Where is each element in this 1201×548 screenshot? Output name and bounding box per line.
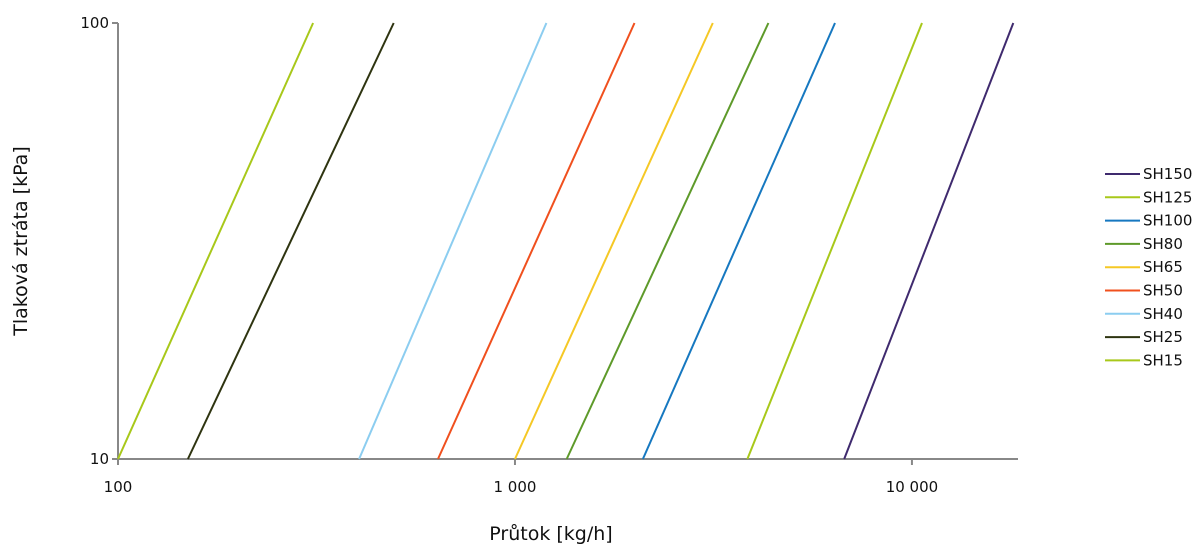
x-tick-label: 100 bbox=[104, 478, 133, 496]
x-tick-label: 1 000 bbox=[493, 478, 536, 496]
x-axis-ticks: 100 1 000 10 000 bbox=[104, 459, 939, 496]
legend-item: SH65 bbox=[1105, 258, 1183, 276]
series-line-sh40 bbox=[358, 22, 548, 460]
legend-item: SH25 bbox=[1105, 328, 1183, 346]
y-tick-label: 100 bbox=[80, 14, 109, 32]
legend-item: SH40 bbox=[1105, 305, 1183, 323]
legend-item: SH100 bbox=[1105, 212, 1192, 230]
series-line-sh15 bbox=[117, 22, 315, 460]
legend-label: SH50 bbox=[1143, 282, 1183, 300]
legend-label: SH40 bbox=[1143, 305, 1183, 323]
legend-label: SH150 bbox=[1143, 165, 1192, 183]
legend: SH150 SH125 SH100 SH80 SH65 SH50 SH40 SH25 SH15 bbox=[1105, 165, 1192, 369]
legend-label: SH100 bbox=[1143, 212, 1192, 230]
legend-item: SH150 bbox=[1105, 165, 1192, 183]
y-axis-title: Tlaková ztráta [kPa] bbox=[10, 146, 32, 337]
legend-label: SH80 bbox=[1143, 235, 1183, 253]
series-line-sh65 bbox=[514, 22, 714, 460]
series-line-sh25 bbox=[186, 22, 395, 460]
legend-label: SH65 bbox=[1143, 258, 1183, 276]
legend-item: SH125 bbox=[1105, 188, 1192, 206]
legend-item: SH50 bbox=[1105, 282, 1183, 300]
series-line-sh100 bbox=[641, 22, 836, 460]
series-line-sh50 bbox=[437, 22, 636, 460]
y-axis-ticks: 10 100 bbox=[80, 14, 118, 468]
legend-label: SH15 bbox=[1143, 351, 1183, 369]
series-line-sh125 bbox=[746, 22, 923, 460]
legend-item: SH80 bbox=[1105, 235, 1183, 253]
x-tick-label: 10 000 bbox=[886, 478, 939, 496]
x-axis-title: Průtok [kg/h] bbox=[489, 523, 612, 545]
legend-label: SH25 bbox=[1143, 328, 1183, 346]
legend-item: SH15 bbox=[1105, 351, 1183, 369]
series-lines bbox=[117, 22, 1015, 460]
series-line-sh150 bbox=[843, 22, 1015, 460]
legend-label: SH125 bbox=[1143, 188, 1192, 206]
plot-area bbox=[117, 23, 1018, 460]
y-tick-label: 10 bbox=[90, 450, 109, 468]
series-line-sh80 bbox=[565, 22, 770, 460]
